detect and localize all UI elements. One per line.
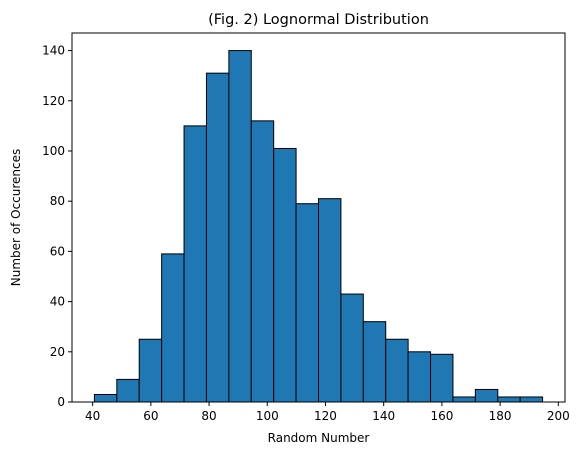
x-tick-label: 200 bbox=[547, 409, 570, 423]
x-tick-label: 80 bbox=[201, 409, 216, 423]
histogram-bar-8 bbox=[273, 147, 297, 403]
histogram-bar-5 bbox=[205, 72, 230, 403]
histogram-bar-16 bbox=[452, 396, 476, 403]
histogram-bar-17 bbox=[474, 388, 499, 403]
x-tick-label: 180 bbox=[489, 409, 512, 423]
plot-frame bbox=[71, 32, 566, 403]
histogram-bar-19 bbox=[519, 396, 544, 403]
histogram-bar-2 bbox=[138, 338, 163, 403]
histogram-bar-3 bbox=[161, 253, 185, 403]
histogram-bar-13 bbox=[385, 338, 409, 403]
histogram-bar-0 bbox=[93, 393, 118, 403]
histogram-bar-1 bbox=[116, 378, 140, 403]
y-tick-label: 60 bbox=[50, 244, 65, 258]
y-axis-label: Number of Occurences bbox=[9, 149, 23, 287]
y-axis-ticks: 0 20 40 60 80 100 120 140 bbox=[42, 44, 72, 409]
x-tick-label: 140 bbox=[372, 409, 395, 423]
bars-group bbox=[93, 50, 544, 403]
histogram-bar-18 bbox=[497, 396, 521, 403]
x-tick-label: 120 bbox=[314, 409, 337, 423]
histogram-bar-11 bbox=[340, 293, 364, 403]
histogram-bar-14 bbox=[407, 351, 432, 403]
x-axis-ticks: 40 60 80 100 120 140 160 180 200 bbox=[85, 402, 570, 423]
y-tick-label: 120 bbox=[42, 94, 65, 108]
histogram-bar-15 bbox=[430, 353, 454, 403]
chart-title: (Fig. 2) Lognormal Distribution bbox=[208, 12, 429, 28]
histogram-bar-4 bbox=[183, 125, 207, 403]
x-tick-label: 100 bbox=[256, 409, 279, 423]
y-tick-label: 40 bbox=[50, 295, 65, 309]
y-tick-label: 20 bbox=[50, 345, 65, 359]
y-tick-label: 140 bbox=[42, 44, 65, 58]
x-tick-label: 160 bbox=[430, 409, 453, 423]
y-tick-label: 0 bbox=[57, 395, 65, 409]
histogram-bar-6 bbox=[228, 50, 252, 403]
y-tick-label: 80 bbox=[50, 194, 65, 208]
histogram-bar-12 bbox=[362, 321, 387, 403]
y-tick-label: 100 bbox=[42, 144, 65, 158]
histogram-bar-10 bbox=[318, 198, 342, 403]
x-tick-label: 60 bbox=[143, 409, 158, 423]
histogram-bar-7 bbox=[250, 120, 275, 403]
x-tick-label: 40 bbox=[85, 409, 100, 423]
x-axis-label: Random Number bbox=[268, 431, 370, 445]
histogram-bar-9 bbox=[295, 203, 320, 403]
